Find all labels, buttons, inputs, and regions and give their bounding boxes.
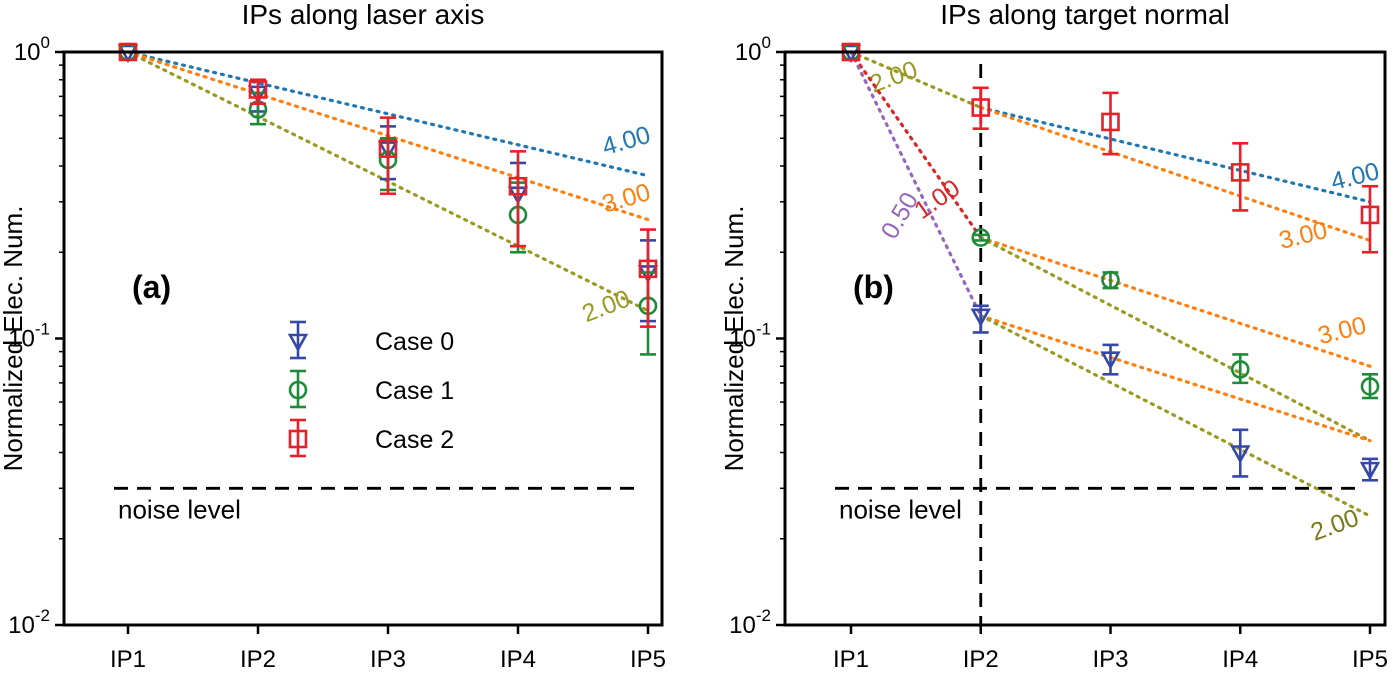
data-point	[1230, 360, 1250, 379]
fit-line	[979, 314, 1372, 443]
panel-b: IPs along target normal Normalized Elec. …	[719, 0, 1388, 673]
data-point	[971, 98, 991, 117]
data-point	[1101, 112, 1120, 132]
legend: Case 0 Case 1 Case 2	[287, 320, 454, 458]
data-point	[971, 228, 991, 247]
panel-label: (a)	[132, 269, 171, 305]
y-tick-label: 10-2	[8, 606, 50, 639]
x-tick-label: IP4	[500, 646, 536, 673]
fit-label: 3.00	[1276, 216, 1330, 255]
legend-marker	[288, 429, 308, 449]
y-tick-label: 10-2	[729, 606, 771, 639]
legend-marker	[287, 333, 309, 353]
fit-line	[979, 314, 1372, 518]
fit-label: 3.00	[599, 178, 654, 218]
y-tick-label: 100	[735, 33, 771, 66]
x-tick-label: IP1	[833, 646, 869, 673]
fit-label: 4.00	[599, 121, 654, 161]
fit-line	[126, 50, 650, 178]
x-tick-label: IP4	[1222, 646, 1258, 673]
fit-line	[979, 105, 1372, 242]
data-point	[1360, 377, 1380, 396]
data-point	[378, 139, 398, 158]
y-axis-label: Normalized Elec. Num.	[0, 206, 28, 472]
data-point	[1360, 205, 1380, 225]
data-point	[1230, 445, 1251, 464]
noise-level-label: noise level	[839, 494, 962, 524]
x-tick-label: IP2	[963, 646, 999, 673]
legend-label: Case 2	[375, 426, 454, 454]
x-tick-label: IP2	[240, 646, 276, 673]
y-tick-label: 10-1	[8, 320, 50, 353]
series-case-2	[118, 42, 658, 328]
data-point	[1359, 461, 1381, 481]
x-tick-label: IP3	[1092, 646, 1128, 673]
data-point	[1100, 351, 1121, 370]
legend-label: Case 1	[375, 377, 454, 405]
data-point	[970, 308, 991, 327]
fit-line	[849, 50, 983, 110]
y-tick-label: 10-1	[729, 320, 771, 353]
fit-label: 3.00	[1315, 311, 1369, 350]
legend-label: Case 0	[375, 328, 454, 356]
fit-line	[849, 50, 983, 240]
y-axis-label: Normalized Elec. Num.	[719, 206, 749, 472]
data-point	[638, 259, 658, 279]
y-tick-label: 100	[14, 33, 50, 66]
x-tick-label: IP1	[110, 646, 146, 673]
x-tick-label: IP5	[630, 646, 666, 673]
fit-label: 2.00	[578, 284, 633, 328]
panel-a: IPs along laser axis Normalized Elec. Num…	[0, 0, 666, 673]
data-point	[508, 176, 528, 196]
chart-title: IPs along laser axis	[242, 0, 485, 30]
fit-label: 2.00	[1307, 504, 1362, 547]
plot-frame	[783, 50, 1387, 627]
chart-title: IPs along target normal	[940, 0, 1230, 30]
series-case-1	[118, 42, 658, 356]
fit-label: 4.00	[1328, 157, 1382, 196]
data-point	[1101, 270, 1120, 290]
series-case-0	[840, 44, 1381, 482]
data-point	[248, 80, 268, 99]
data-point	[1230, 163, 1250, 182]
plot-frame	[62, 50, 664, 627]
fit-line	[979, 235, 1372, 443]
fit-line	[979, 105, 1372, 204]
noise-level-label: noise level	[118, 494, 241, 524]
panel-label: (b)	[853, 269, 894, 305]
legend-marker	[288, 380, 308, 400]
x-tick-label: IP5	[1352, 646, 1388, 673]
x-tick-label: IP3	[370, 646, 406, 673]
fit-line	[849, 50, 983, 318]
